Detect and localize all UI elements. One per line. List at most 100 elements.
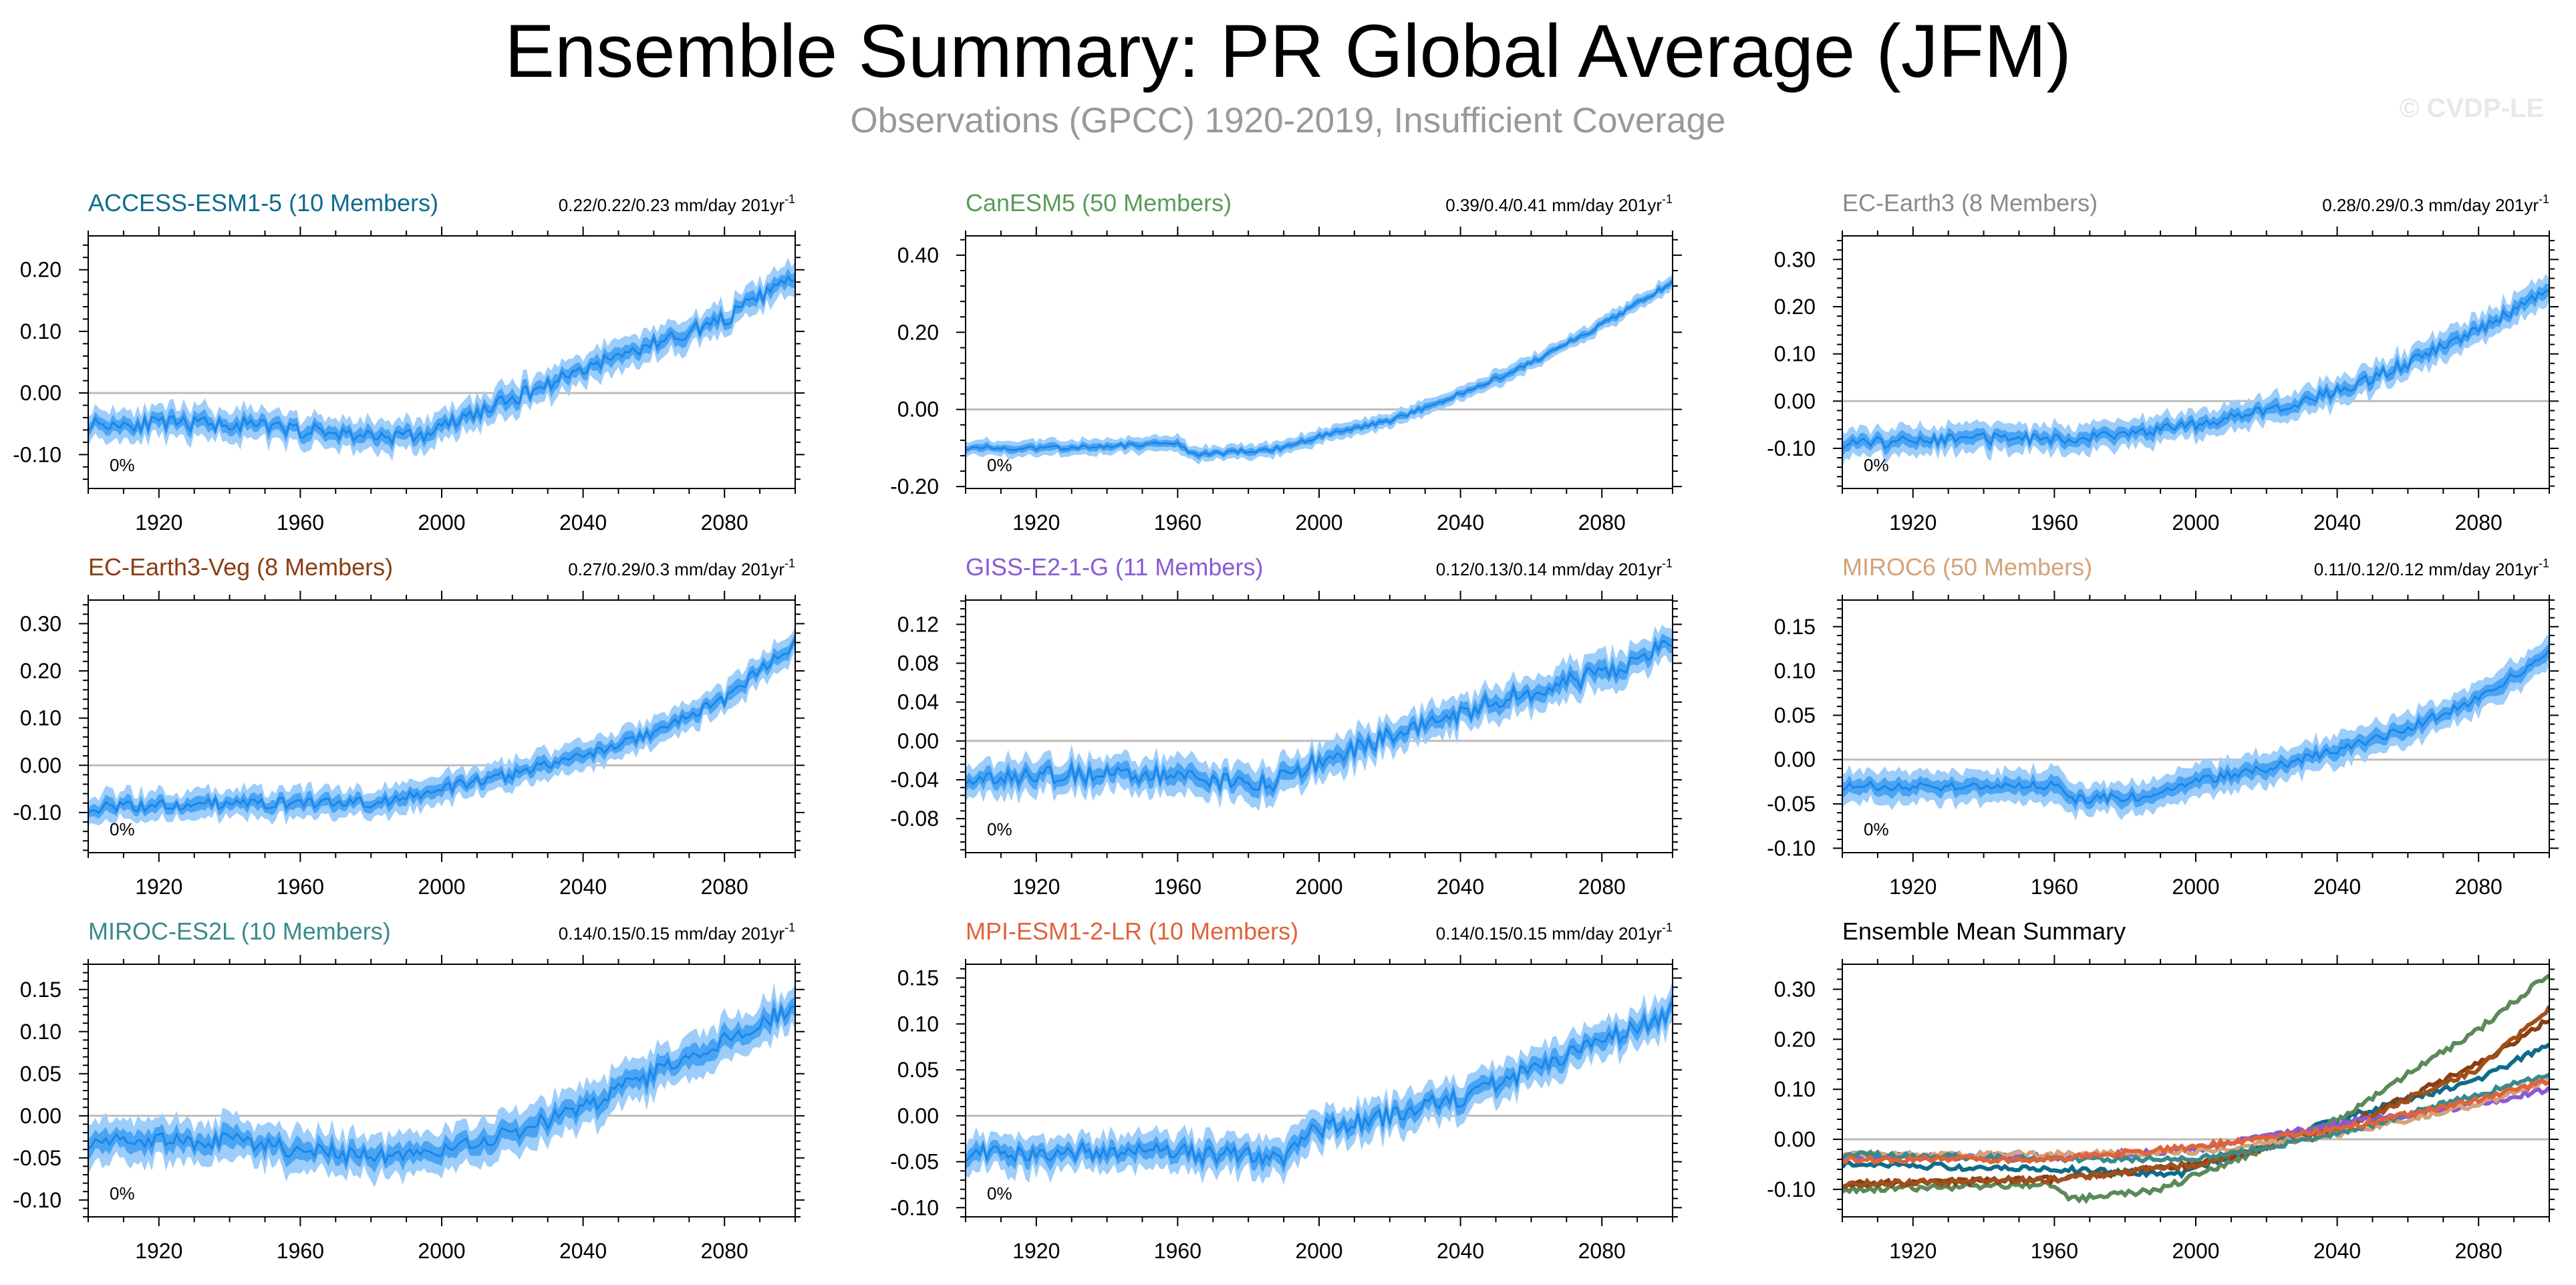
trend-label: 0.14/0.15/0.15 mm/day 201yr-1 bbox=[1436, 921, 1673, 944]
x-tick-label: 1920 bbox=[135, 511, 182, 535]
x-tick-label: 2080 bbox=[2455, 1239, 2502, 1263]
coverage-label: 0% bbox=[110, 819, 135, 839]
chart-panel-7: 1920 1960 2000 2040 2080 -0.10 -0.05 0.00 0.05 0.… bbox=[13, 917, 805, 1263]
series-line-mpi-esm1-2-lr bbox=[1842, 1079, 2549, 1165]
y-tick-label: -0.05 bbox=[890, 1150, 939, 1174]
copyright-watermark: © CVDP-LE bbox=[2399, 94, 2544, 123]
x-tick-label: 2040 bbox=[1437, 511, 1484, 535]
ensemble-range-band bbox=[1842, 633, 2549, 821]
trend-exponent: -1 bbox=[2539, 192, 2549, 206]
y-tick-label: 0.12 bbox=[897, 612, 939, 636]
x-tick-label: 2000 bbox=[1295, 1239, 1342, 1263]
ensemble-mean-line bbox=[966, 1000, 1673, 1167]
panel-title: EC-Earth3-Veg (8 Members) bbox=[88, 553, 393, 581]
series-line-miroc6 bbox=[1842, 1077, 2549, 1161]
y-tick-label: 0.05 bbox=[1774, 703, 1816, 727]
x-tick-label: 2080 bbox=[1578, 511, 1626, 535]
y-tick-label: 0.00 bbox=[20, 381, 61, 405]
trend-label: 0.27/0.29/0.3 mm/day 201yr-1 bbox=[568, 557, 795, 579]
x-tick-label: 2040 bbox=[559, 1239, 607, 1263]
x-tick-label: 1920 bbox=[1012, 511, 1060, 535]
trend-label: 0.28/0.29/0.3 mm/day 201yr-1 bbox=[2322, 192, 2549, 215]
y-tick-label: -0.20 bbox=[890, 474, 939, 498]
x-tick-label: 2000 bbox=[2172, 1239, 2219, 1263]
plot-area bbox=[1842, 633, 2549, 821]
trend-label: 0.11/0.12/0.12 mm/day 201yr-1 bbox=[2314, 557, 2549, 579]
x-tick-label: 1920 bbox=[1889, 1239, 1937, 1263]
trend-label: 0.12/0.13/0.14 mm/day 201yr-1 bbox=[1436, 557, 1673, 579]
panel-title: MIROC-ES2L (10 Members) bbox=[88, 917, 391, 945]
y-tick-label: 0.10 bbox=[1774, 342, 1816, 366]
plot-frame bbox=[965, 964, 1673, 1218]
x-tick-label: 2000 bbox=[2172, 511, 2219, 535]
y-tick-label: -0.10 bbox=[1767, 836, 1816, 860]
chart-panel-8: 1920 1960 2000 2040 2080 -0.10 -0.05 0.00 0.05 0.… bbox=[890, 917, 1682, 1263]
plot-frame bbox=[88, 964, 796, 1218]
ensemble-iqr-band bbox=[966, 633, 1673, 800]
ensemble-mean-line bbox=[1842, 649, 2549, 805]
y-tick-label: 0.20 bbox=[20, 258, 61, 282]
y-tick-label: 0.10 bbox=[20, 1020, 61, 1044]
x-tick-label: 1960 bbox=[2031, 511, 2078, 535]
x-tick-label: 2080 bbox=[2455, 511, 2502, 535]
x-tick-label: 2080 bbox=[1578, 875, 1626, 899]
x-tick-label: 1920 bbox=[1889, 511, 1937, 535]
x-tick-label: 1920 bbox=[1889, 875, 1937, 899]
y-tick-label: 0.30 bbox=[20, 611, 61, 635]
plot-area bbox=[966, 275, 1673, 465]
y-tick-label: 0.20 bbox=[1774, 295, 1816, 319]
chart-panel-1: 1920 1960 2000 2040 2080 -0.10 0.00 0.10 0.20 ACC… bbox=[13, 189, 805, 535]
plot-area bbox=[88, 626, 795, 826]
trend-exponent: -1 bbox=[2539, 557, 2549, 570]
x-tick-label: 1960 bbox=[1154, 1239, 1201, 1263]
y-tick-label: 0.10 bbox=[1774, 659, 1816, 683]
coverage-label: 0% bbox=[987, 1183, 1012, 1203]
y-tick-label: 0.10 bbox=[1774, 1077, 1816, 1101]
y-tick-label: -0.10 bbox=[890, 1195, 939, 1220]
x-tick-label: 1960 bbox=[2031, 1239, 2078, 1263]
y-tick-label: -0.10 bbox=[1767, 1177, 1816, 1201]
coverage-label: 0% bbox=[987, 455, 1012, 475]
plot-area bbox=[88, 982, 795, 1187]
ensemble-mean-line bbox=[88, 1004, 795, 1167]
trend-exponent: -1 bbox=[1662, 192, 1673, 206]
x-tick-label: 2000 bbox=[1295, 511, 1342, 535]
ensemble-iqr-band bbox=[88, 996, 795, 1173]
coverage-label: 0% bbox=[1864, 819, 1889, 839]
y-tick-label: 0.00 bbox=[1774, 1127, 1816, 1151]
panel-title: GISS-E2-1-G (11 Members) bbox=[966, 553, 1263, 581]
page-title: Ensemble Summary: PR Global Average (JFM… bbox=[505, 9, 2071, 93]
x-tick-label: 2080 bbox=[1578, 1239, 1626, 1263]
chart-panel-2: 1920 1960 2000 2040 2080 -0.20 0.00 0.20 0.40 Can… bbox=[890, 189, 1682, 535]
y-tick-label: 0.04 bbox=[897, 690, 939, 714]
ensemble-iqr-band bbox=[88, 633, 795, 819]
series-line-ec-earth3-veg bbox=[1842, 1005, 2549, 1189]
ensemble-range-band bbox=[966, 275, 1673, 465]
y-tick-label: 0.15 bbox=[1774, 615, 1816, 639]
ensemble-iqr-band bbox=[966, 278, 1673, 460]
trend-exponent: -1 bbox=[784, 192, 795, 206]
chart-panel-4: 1920 1960 2000 2040 2080 -0.10 0.00 0.10 0.20 0.3… bbox=[13, 553, 805, 899]
plot-area bbox=[966, 980, 1673, 1185]
ensemble-mean-line bbox=[966, 639, 1673, 793]
trend-exponent: -1 bbox=[1662, 557, 1673, 570]
y-tick-label: 0.15 bbox=[20, 978, 61, 1002]
y-tick-label: 0.10 bbox=[20, 706, 61, 730]
x-tick-label: 2040 bbox=[2313, 511, 2361, 535]
x-tick-label: 2040 bbox=[1437, 1239, 1484, 1263]
x-tick-label: 1960 bbox=[1154, 511, 1201, 535]
x-tick-label: 2000 bbox=[418, 1239, 465, 1263]
x-tick-label: 2080 bbox=[701, 875, 748, 899]
y-tick-label: -0.10 bbox=[1767, 436, 1816, 460]
page-subtitle: Observations (GPCC) 1920-2019, Insuffici… bbox=[850, 101, 1726, 140]
y-tick-label: 0.20 bbox=[20, 659, 61, 683]
trend-label: 0.39/0.4/0.41 mm/day 201yr-1 bbox=[1445, 192, 1673, 215]
x-tick-label: 2080 bbox=[2455, 875, 2502, 899]
y-tick-label: 0.30 bbox=[1774, 247, 1816, 271]
plot-area bbox=[1842, 274, 2549, 466]
ensemble-mean-line bbox=[88, 275, 795, 446]
y-tick-label: 0.00 bbox=[897, 729, 939, 753]
y-tick-label: -0.05 bbox=[13, 1146, 61, 1170]
y-tick-label: 0.00 bbox=[20, 753, 61, 777]
